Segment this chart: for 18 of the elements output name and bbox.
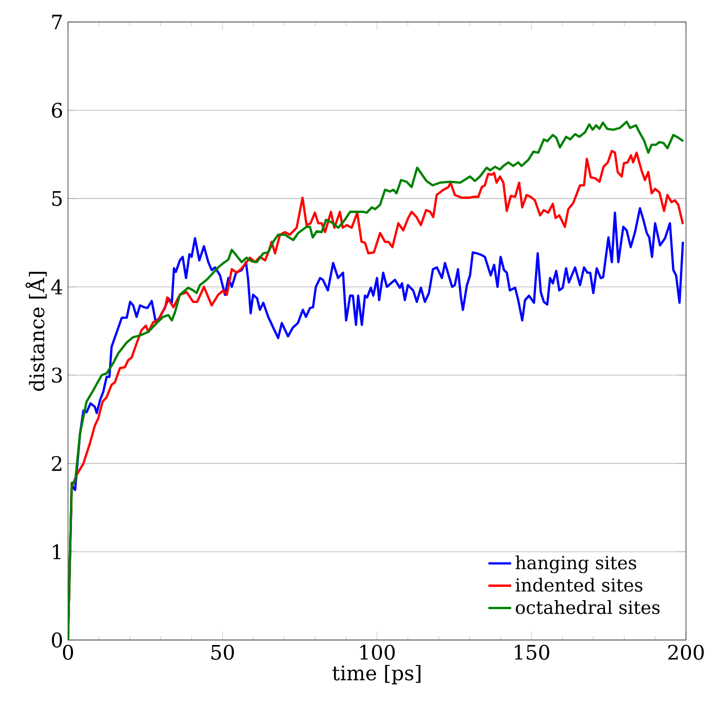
x-axis-title: time [ps]	[332, 665, 420, 684]
legend-label: octahedral sites	[516, 600, 660, 614]
y-tick-label: 4	[51, 279, 62, 294]
x-tick-label: 100	[360, 644, 395, 660]
y-tick-label: 5	[52, 191, 62, 206]
y-tick-label: 0	[52, 632, 62, 648]
y-tick-label: 2	[52, 456, 62, 471]
y-tick-label: 6	[52, 102, 62, 118]
y-axis-title: distance [Å]	[26, 272, 47, 391]
legend-label: indented sites	[516, 578, 642, 592]
x-tick-label: 150	[514, 644, 550, 660]
x-tick-label: 0	[62, 644, 74, 660]
y-tick-label: 3	[52, 368, 62, 383]
y-tick-label: 7	[52, 14, 62, 30]
x-tick-label: 50	[211, 644, 234, 660]
legend-label: hanging sites	[516, 556, 636, 574]
x-tick-label: 200	[668, 644, 704, 660]
y-tick-label: 1	[53, 544, 60, 560]
